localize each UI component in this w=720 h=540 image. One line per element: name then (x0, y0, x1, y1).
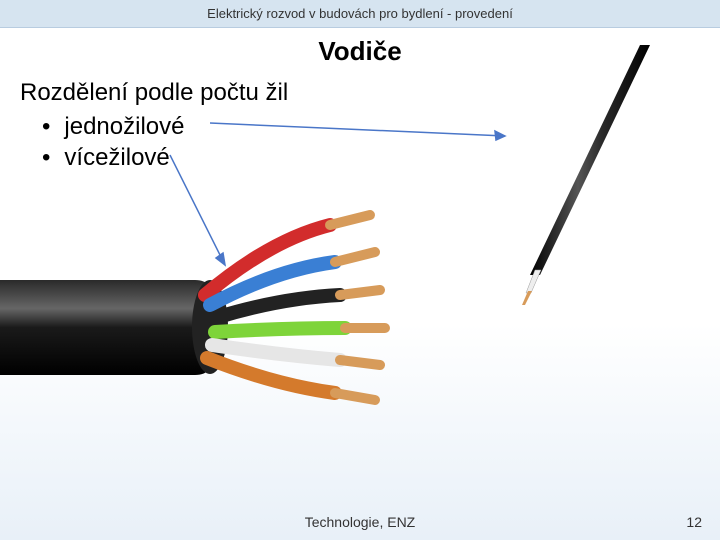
header-text: Elektrický rozvod v budovách pro bydlení… (207, 6, 513, 21)
footer-text: Technologie, ENZ (305, 514, 416, 530)
slide-footer: Technologie, ENZ (0, 514, 720, 530)
page-number: 12 (686, 514, 702, 530)
multi-core-cable-icon (0, 190, 420, 420)
slide-header: Elektrický rozvod v budovách pro bydlení… (0, 0, 720, 28)
single-core-cable-icon (485, 45, 675, 305)
